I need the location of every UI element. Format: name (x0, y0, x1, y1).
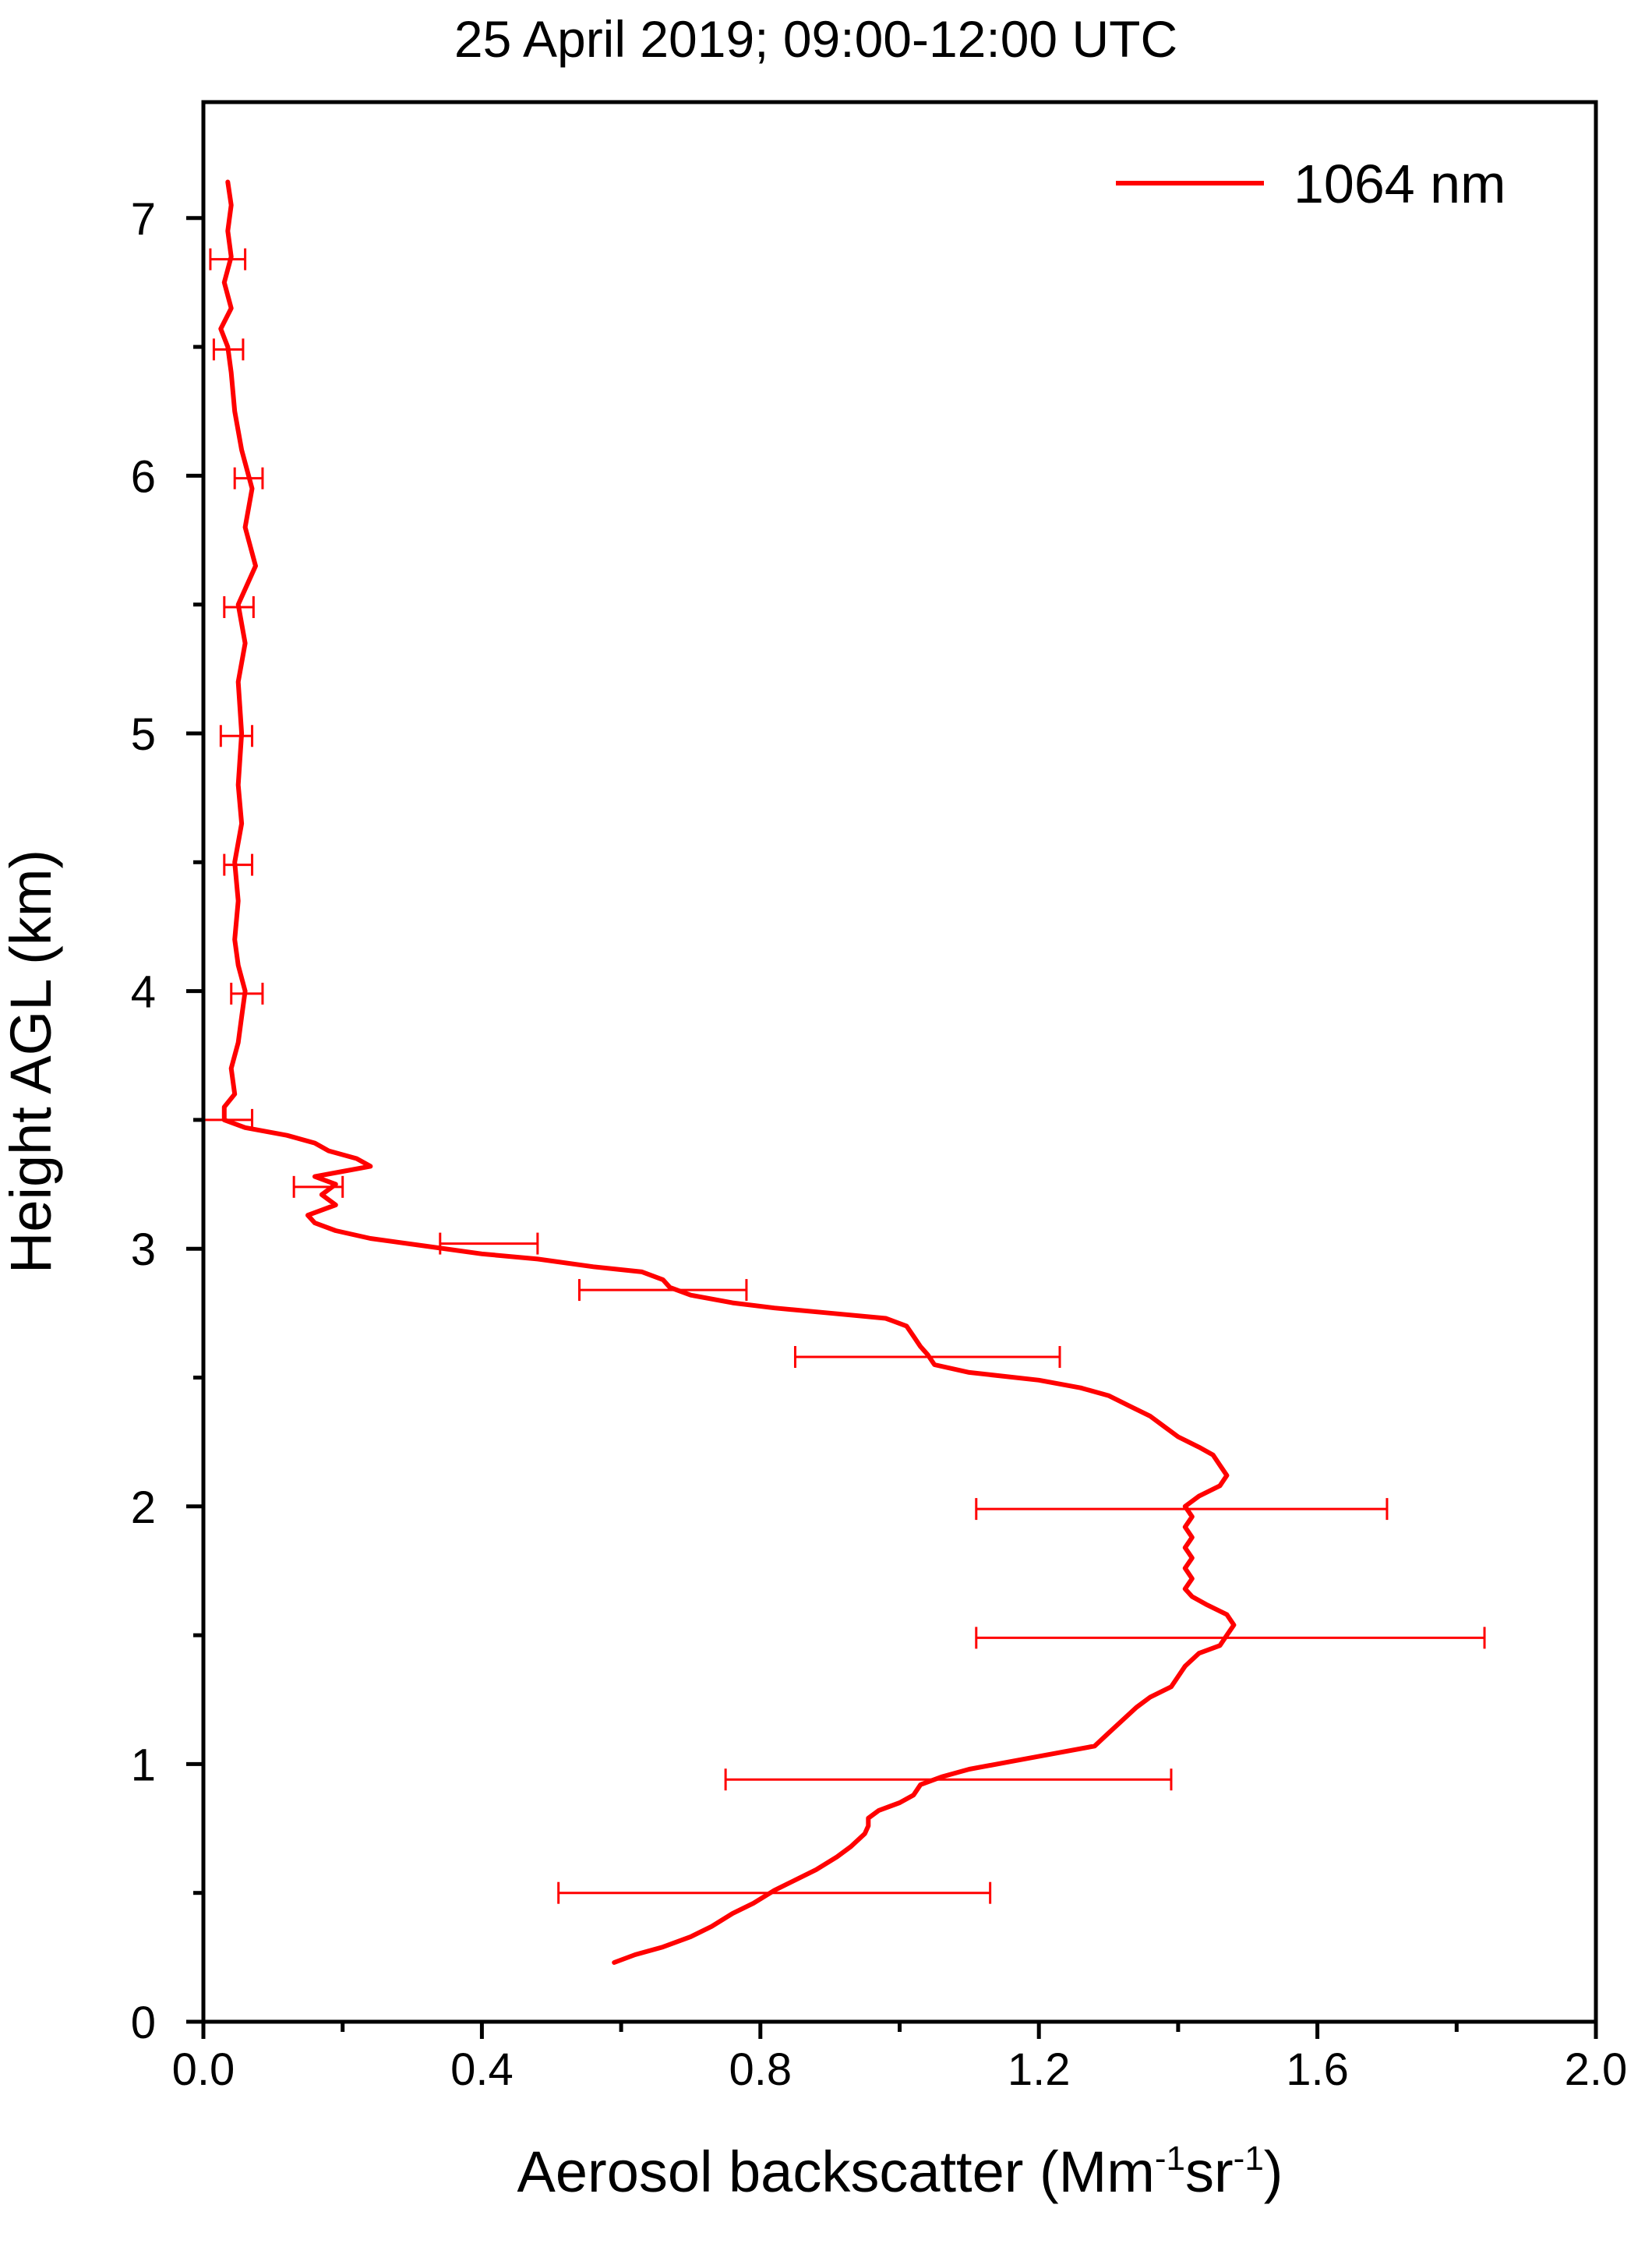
error-bar (557, 1881, 992, 1904)
x-tick-label: 0.0 (172, 2044, 235, 2095)
error-bars (202, 248, 1486, 1904)
x-axis-label-superscript: -1 (1234, 2139, 1264, 2178)
legend-label-1064nm: 1064 nm (1294, 154, 1506, 214)
x-axis-label-superscript: -1 (1155, 2139, 1185, 2178)
error-bar (223, 853, 254, 876)
y-tick-label: 1 (131, 1740, 156, 1790)
y-tick-label: 2 (131, 1482, 156, 1533)
y-axis-label: Height AGL (km) (0, 850, 63, 1274)
error-bar (209, 248, 247, 270)
x-tick-label: 0.8 (729, 2044, 792, 2095)
error-bar (230, 982, 264, 1005)
x-tick-label: 0.4 (450, 2044, 514, 2095)
y-tick-label: 5 (131, 709, 156, 760)
error-bar (577, 1279, 748, 1302)
error-bar (223, 595, 255, 618)
x-tick-label: 1.6 (1286, 2044, 1349, 2095)
series-layer (218, 179, 1237, 1965)
x-axis-label: Aerosol backscatter (Mm-1sr-1) (517, 2139, 1283, 2204)
y-tick-label: 7 (131, 194, 156, 245)
x-axis: 0.0 0.4 0.8 1.2 1.6 2.0 (172, 2022, 1628, 2095)
error-bar (975, 1498, 1389, 1521)
legend: 1064 nm (1116, 154, 1506, 214)
y-tick-label: 4 (131, 967, 156, 1018)
x-axis-label-text: sr (1185, 2139, 1234, 2204)
series-line-0 (218, 179, 1237, 1965)
error-bar (219, 725, 254, 747)
x-tick-label: 1.2 (1008, 2044, 1071, 2095)
error-bar (724, 1768, 1173, 1791)
y-tick-label: 0 (131, 1998, 156, 2048)
error-bar (793, 1346, 1061, 1369)
error-bar (233, 467, 264, 489)
x-axis-label-text: Aerosol backscatter (Mm (517, 2139, 1155, 2204)
error-bar (292, 1175, 344, 1198)
error-bar (439, 1232, 539, 1255)
error-bar (975, 1627, 1486, 1649)
error-bar (212, 338, 245, 361)
chart-title: 25 April 2019; 09:00-12:00 UTC (454, 10, 1177, 68)
x-tick-label: 2.0 (1565, 2044, 1628, 2095)
y-axis: 0 1 2 3 4 5 6 7 (131, 194, 203, 2048)
y-tick-label: 6 (131, 451, 156, 502)
x-axis-label-text: ) (1264, 2139, 1283, 2204)
y-tick-label: 3 (131, 1224, 156, 1275)
